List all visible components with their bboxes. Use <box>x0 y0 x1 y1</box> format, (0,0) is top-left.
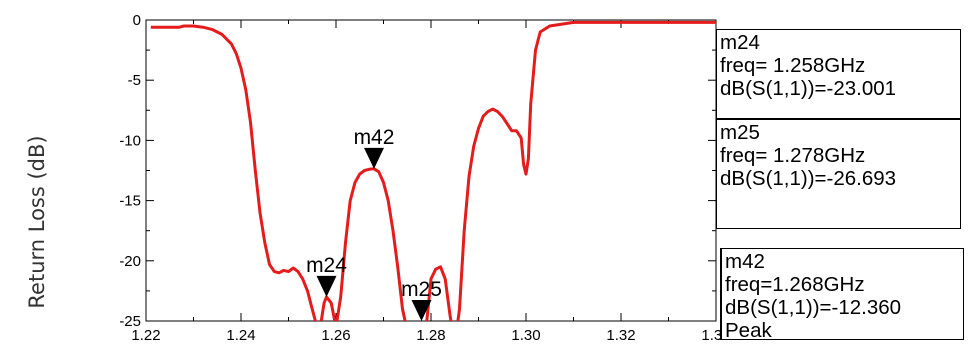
x-tick-label: 1.32 <box>606 327 635 344</box>
marker-readout-name: m25 <box>720 121 760 144</box>
y-axis-label: Return Loss (dB) <box>25 135 49 308</box>
marker-readout-name: m24 <box>720 31 760 54</box>
marker-readout-freq: freq= 1.258GHz <box>720 54 866 77</box>
marker-readout-m24: m24 freq= 1.258GHz dB(S(1,1))=-23.001 <box>716 29 961 119</box>
marker-readout-note: Peak <box>725 319 772 340</box>
marker-label-m25: m25 <box>401 278 442 301</box>
y-tick-label: -10 <box>119 132 141 149</box>
y-tick-label: -5 <box>128 72 141 89</box>
marker-label-m42: m42 <box>354 126 395 149</box>
marker-readout-value: dB(S(1,1))=-26.693 <box>720 167 897 190</box>
y-tick-label: -20 <box>119 253 141 270</box>
marker-readout-name: m42 <box>725 250 765 273</box>
marker-triangle-m42 <box>364 147 384 169</box>
y-tick-label: 0 <box>133 12 141 29</box>
marker-layer: m24 m42 m25 <box>306 126 442 321</box>
y-tick-label: -15 <box>119 193 141 210</box>
marker-readout-freq: freq= 1.278GHz <box>720 144 866 167</box>
marker-readout-freq: freq=1.268GHz <box>725 273 865 296</box>
x-tick-label: 1.22 <box>131 327 160 344</box>
marker-triangle-m24 <box>316 275 337 297</box>
marker-readout-m42: m42 freq=1.268GHz dB(S(1,1))=-12.360 Pea… <box>720 248 964 340</box>
marker-readout-value: dB(S(1,1))=-23.001 <box>720 77 897 100</box>
y-tick-label: -25 <box>119 313 141 330</box>
marker-triangle-m25 <box>411 300 432 321</box>
marker-readout-m25: m25 freq= 1.278GHz dB(S(1,1))=-26.693 <box>716 119 961 229</box>
marker-label-m24: m24 <box>306 254 347 277</box>
x-tick-label: 1.26 <box>321 327 350 344</box>
x-tick-label: 1.28 <box>416 327 445 344</box>
x-tick-label: 1.24 <box>226 327 255 344</box>
series-line <box>150 20 716 321</box>
marker-readout-value: dB(S(1,1))=-12.360 <box>725 296 902 319</box>
series-layer <box>150 20 716 321</box>
x-tick-label: 1.30 <box>511 327 540 344</box>
